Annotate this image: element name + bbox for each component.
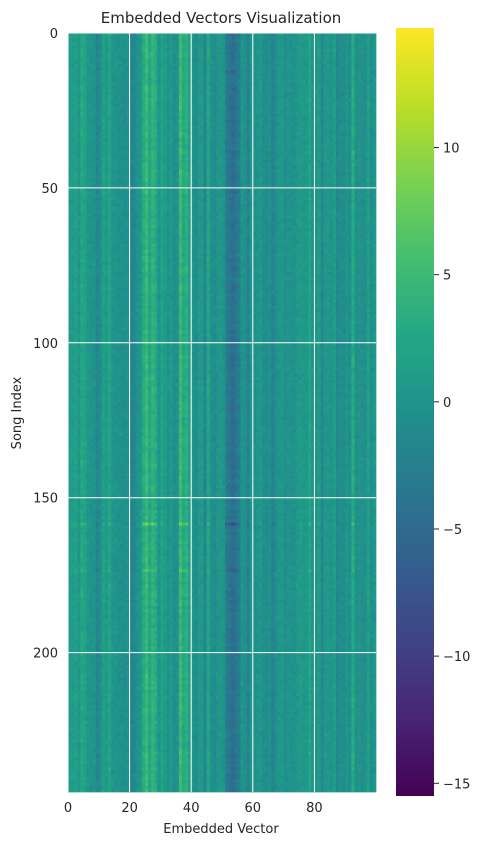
y-tick-label: 150	[33, 492, 58, 507]
x-axis-label: Embedded Vector	[163, 822, 279, 837]
colorbar-tick-label: −5	[443, 523, 462, 538]
colorbar-tick-label: 10	[443, 142, 460, 157]
y-axis-ticks: 0 50 100 150 200	[33, 27, 58, 662]
x-tick-label: 60	[245, 801, 262, 816]
colorbar-ticks: 10 5 0 −5 −10 −15	[434, 142, 470, 793]
y-tick-label: 50	[41, 182, 58, 197]
x-tick-label: 20	[121, 801, 138, 816]
heatmap-cells	[68, 33, 376, 792]
colorbar-tick-label: 5	[443, 269, 451, 284]
y-tick-label: 100	[33, 337, 58, 352]
colorbar-tick-label: −15	[443, 777, 470, 792]
y-tick-label: 200	[33, 647, 58, 662]
y-axis-label: Song Index	[10, 376, 25, 449]
x-tick-label: 0	[64, 801, 72, 816]
x-tick-label: 40	[183, 801, 200, 816]
x-tick-label: 80	[306, 801, 323, 816]
chart-title: Embedded Vectors Visualization	[101, 9, 342, 27]
x-axis-ticks: 0 20 40 60 80	[64, 801, 323, 816]
colorbar-tick-label: −10	[443, 650, 470, 665]
colorbar-tick-label: 0	[443, 396, 451, 411]
colorbar	[396, 28, 434, 796]
y-tick-label: 0	[50, 27, 58, 42]
